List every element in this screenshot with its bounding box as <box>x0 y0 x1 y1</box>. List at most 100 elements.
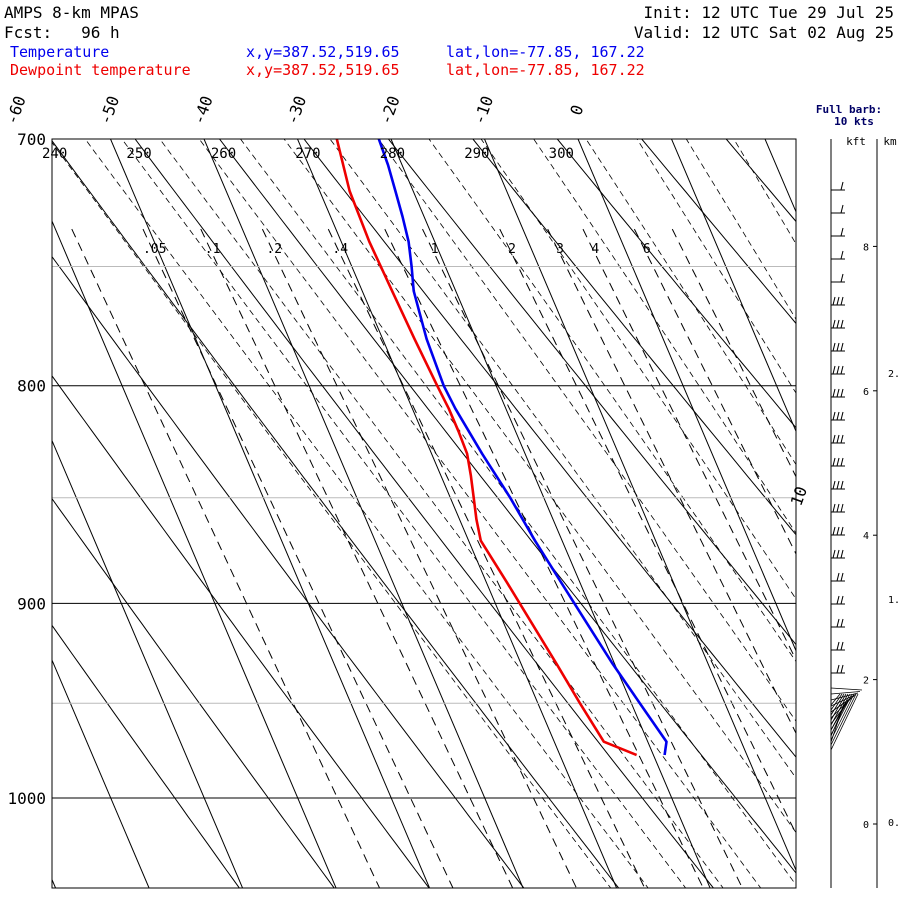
dry-adiabat-270 <box>303 139 796 758</box>
dry-adiabat-240 <box>52 140 620 888</box>
mixing-ratio-0.4 <box>327 228 646 888</box>
model-title: AMPS 8-km MPAS <box>4 3 139 22</box>
wind-barb <box>831 204 845 214</box>
forecast-hours-row: Fcst: 96 h <box>4 24 120 42</box>
dry-adiabat-210 <box>52 497 335 888</box>
dry-adiabat-250 <box>134 139 715 888</box>
wind-barb <box>831 411 845 421</box>
dry-adiabat-220 <box>52 375 430 888</box>
moist-adiabat <box>377 139 796 722</box>
isotherm-10 <box>670 139 796 433</box>
mixing-ratio-1 <box>422 228 743 888</box>
dewpoint-line <box>335 139 638 757</box>
isotherm--20 <box>390 139 711 888</box>
pressure-tick-700: 700 <box>17 130 46 149</box>
temp-tick--40: -40 <box>189 93 217 127</box>
wind-barb <box>831 365 845 375</box>
isotherm--90 <box>52 878 57 888</box>
wind-barb <box>831 526 845 536</box>
isotherm--40 <box>203 139 524 888</box>
km-tick-label: 0. <box>888 818 900 829</box>
temp-tick-0: 0 <box>566 102 587 118</box>
mixing-ratio-3 <box>547 228 796 735</box>
moist-adiabats <box>52 139 796 888</box>
mixing-label-.1: .1 <box>205 242 221 257</box>
temp-tick--60: -60 <box>2 93 30 127</box>
wind-barb <box>831 296 845 306</box>
mixing-label-6: 6 <box>643 242 651 257</box>
legend-dewpoint-xy: x,y=387.52,519.65 <box>246 61 400 79</box>
barb-legend-title: Full barb: <box>816 103 882 116</box>
init-time: Init: 12 UTC Tue 29 Jul 25 <box>643 3 894 22</box>
wind-barb <box>831 618 845 628</box>
temp-tick-10: 10 <box>787 484 811 509</box>
moist-adiabat <box>121 139 687 888</box>
dry-adiabat-290 <box>472 139 796 536</box>
plot-frame <box>51 138 797 889</box>
temperature-line <box>377 139 668 756</box>
pressure-tick-1000: 1000 <box>7 789 46 808</box>
moist-adiabat <box>585 139 796 466</box>
mixing-label-4: 4 <box>591 242 599 257</box>
mixing-label-.2: .2 <box>266 242 282 257</box>
theta-label-240: 240 <box>42 146 67 162</box>
forecast-label: Fcst: <box>4 23 53 42</box>
mixing-ratio-8 <box>671 228 796 478</box>
dry-adiabat-310 <box>641 139 796 325</box>
mixing-ratio-0.2 <box>261 228 578 888</box>
wind-barb <box>831 227 845 237</box>
wind-barb-panel: Full barb: 10 kts kft km 0 2 4 6 8 0. 1. 2. <box>816 103 900 888</box>
theta-label-270: 270 <box>295 146 320 162</box>
kft-tick-label: 2 <box>863 676 869 687</box>
theta-label-250: 250 <box>126 146 151 162</box>
mixing-ratio-0.1 <box>200 228 514 888</box>
moist-adiabat <box>198 139 762 888</box>
moist-adiabat <box>733 139 796 245</box>
moist-adiabat <box>159 139 724 888</box>
surface-wind-fan <box>830 687 863 751</box>
moist-adiabat <box>636 139 796 394</box>
wind-barb <box>831 572 845 582</box>
temp-tick--30: -30 <box>282 93 310 127</box>
wind-barb <box>831 595 845 605</box>
isotherm--60 <box>52 219 337 888</box>
dry-adiabats <box>52 139 796 888</box>
legend-dewpoint-latlon: lat,lon=-77.85, 167.22 <box>446 61 645 79</box>
dry-adiabat-280 <box>387 139 796 646</box>
dry-adiabat-260 <box>218 139 796 874</box>
forecast-hours: 96 h <box>81 23 120 42</box>
theta-label-280: 280 <box>380 146 405 162</box>
dry-adiabat-300 <box>556 139 796 429</box>
mixing-ratio-6 <box>633 228 796 555</box>
mixing-label-.05: .05 <box>143 242 166 257</box>
moist-adiabat <box>428 139 796 663</box>
kft-tick-label: 4 <box>863 531 869 542</box>
theta-label-300: 300 <box>549 146 574 162</box>
mixing-label-3: 3 <box>556 242 564 257</box>
mixing-label-.4: .4 <box>332 242 348 257</box>
isotherm--30 <box>296 139 618 888</box>
kft-label: kft <box>846 135 866 148</box>
temp-tick--50: -50 <box>95 93 123 127</box>
sounding-series <box>335 139 668 757</box>
kft-tick-label: 6 <box>863 387 869 398</box>
moist-adiabat <box>685 139 796 321</box>
wind-barb <box>831 664 845 674</box>
dry-adiabat-200 <box>52 624 240 888</box>
wind-barb <box>831 434 845 444</box>
pressure-tick-800: 800 <box>17 377 46 396</box>
km-tick-label: 2. <box>888 369 900 380</box>
wind-barb <box>831 388 845 398</box>
wind-barb <box>831 641 845 651</box>
axis-labels: 7008009001000-70-60-50-40-30-20-10010220… <box>2 93 811 808</box>
temp-tick--10: -10 <box>469 93 497 127</box>
mixing-label-1: 1 <box>431 242 439 257</box>
isotherm--50 <box>109 139 431 888</box>
theta-label-260: 260 <box>211 146 236 162</box>
km-label: km <box>883 135 897 148</box>
isobars <box>52 265 796 799</box>
kft-tick-label: 0 <box>863 820 869 831</box>
moist-adiabat <box>480 139 796 600</box>
legend-temperature-xy: x,y=387.52,519.65 <box>246 43 400 61</box>
